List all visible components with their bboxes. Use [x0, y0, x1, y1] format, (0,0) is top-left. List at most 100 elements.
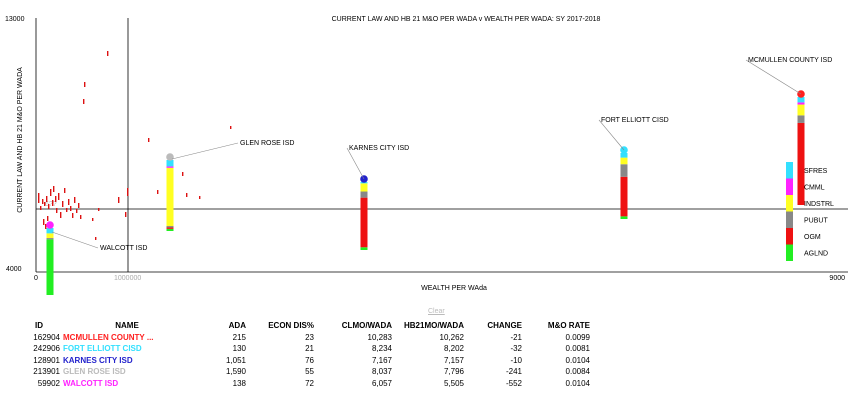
- district-label: GLEN ROSE ISD: [240, 140, 294, 147]
- scatter-point: [95, 237, 97, 240]
- cell-id: 162904: [33, 332, 60, 342]
- legend-swatch-ogm: [786, 228, 793, 245]
- scatter-point: [42, 199, 44, 204]
- cell-econ: 55: [305, 367, 314, 376]
- axes-layer: [35, 18, 848, 273]
- bar-segment-pubut: [360, 191, 368, 198]
- cell-econ: 72: [305, 378, 314, 388]
- scatter-point: [55, 196, 57, 202]
- scatter-point: [64, 188, 66, 193]
- scatter-point: [45, 224, 47, 229]
- scatter-point: [118, 197, 120, 203]
- bar-segment-pubut: [797, 115, 805, 123]
- col-header-ada: ADA: [228, 321, 246, 330]
- scatter-point: [53, 186, 55, 192]
- bar-segment-sfres: [620, 153, 628, 158]
- scatter-point: [48, 204, 50, 209]
- scatter-point: [68, 199, 70, 205]
- scatter-point: [125, 212, 127, 217]
- col-header-id: ID: [35, 321, 43, 330]
- scatter-point: [148, 138, 150, 142]
- scatter-point: [62, 201, 64, 207]
- scatter-point: [199, 196, 201, 199]
- cell-id: 128901: [33, 355, 60, 365]
- legend-label-ogm: OGM: [804, 234, 821, 241]
- bar-segment-ogm: [166, 227, 174, 229]
- callout-line: [51, 231, 99, 249]
- clear-link[interactable]: Clear: [428, 308, 445, 315]
- legend-swatch-cmml: [786, 178, 793, 195]
- bar-segment-aglnd: [166, 228, 174, 231]
- scatter-point: [157, 190, 159, 194]
- col-header-hb21: HB21MO/WADA: [403, 321, 464, 330]
- col-header-rate: M&O RATE: [547, 321, 590, 330]
- district-table: ID NAME ADA ECON DIS% CLMO/WADA HB21MO/W…: [18, 320, 590, 389]
- district-label: FORT ELLIOTT CISD: [601, 117, 669, 124]
- cell-rate: 0.0084: [565, 367, 590, 376]
- scatter-point: [66, 208, 68, 212]
- table-row[interactable]: 59902 WALCOTT ISD 138 72 6,057 5,505 -552 0.010…: [18, 378, 590, 390]
- legend-label-cmml: CMML: [804, 184, 825, 191]
- cell-clmo: 8,037: [371, 367, 392, 376]
- scatter-point: [70, 206, 72, 211]
- scatter-point: [84, 82, 86, 87]
- district-marker[interactable]: [166, 153, 174, 161]
- cell-clmo: 6,057: [371, 378, 392, 388]
- cell-ada: 215: [232, 332, 246, 342]
- cell-econ: 76: [305, 355, 314, 365]
- bar-segment-aglnd: [620, 216, 628, 219]
- district-marker[interactable]: [46, 221, 54, 229]
- cell-hb21: 10,262: [439, 332, 464, 342]
- table-row[interactable]: 162904 MCMULLEN COUNTY ... 215 23 10,283 10,2…: [18, 332, 590, 344]
- table-row[interactable]: 242906 FORT ELLIOTT CISD 130 21 8,234 8,202 -3…: [18, 343, 590, 355]
- cell-ada: 130: [232, 344, 246, 353]
- x-tick-million: 1000000: [114, 275, 141, 282]
- scatter-point: [38, 193, 40, 203]
- cell-ada: 1,590: [225, 367, 246, 376]
- callout-labels-layer: MCMULLEN COUNTY ISD FORT ELLIOTT CISD KARN…: [51, 57, 832, 252]
- cell-clmo: 10,283: [367, 332, 392, 342]
- cell-change: -10: [510, 355, 522, 365]
- bar-segment-pubut: [46, 238, 54, 240]
- scatter-point: [76, 209, 78, 213]
- bar-segment-cmml: [797, 102, 805, 105]
- bar-segment-ogm: [797, 122, 805, 205]
- table-row[interactable]: 213901 GLEN ROSE ISD 1,590 55 8,037 7,796 -241…: [18, 366, 590, 378]
- bar-segment-indstrl: [166, 167, 174, 227]
- table-row[interactable]: 128901 KARNES CITY ISD 1,051 76 7,167 7,157 -1…: [18, 355, 590, 367]
- bar-segment-pubut: [166, 226, 174, 228]
- reference-line-label: 6??: [45, 201, 57, 208]
- chart-title: CURRENT LAW AND HB 21 M&O PER WADA v WEA…: [332, 16, 601, 23]
- legend-swatch-aglnd: [786, 244, 793, 261]
- cell-econ: 21: [305, 344, 314, 353]
- bar-segment-sfres: [46, 228, 54, 234]
- cell-hb21: 5,505: [443, 378, 464, 388]
- x-tick-zero: 0: [34, 275, 38, 282]
- scatter-point: [60, 212, 62, 218]
- cell-hb21: 7,157: [443, 355, 464, 365]
- scatter-point: [47, 216, 49, 221]
- scatter-point: [46, 196, 48, 202]
- district-bars-layer: [46, 90, 805, 295]
- scatter-point: [58, 193, 60, 200]
- cell-rate: 0.0081: [565, 344, 590, 353]
- legend-label-pubut: PUBUT: [804, 217, 828, 224]
- cell-hb21: 8,202: [443, 344, 464, 353]
- district-label: KARNES CITY ISD: [349, 145, 409, 152]
- callout-line: [745, 59, 802, 95]
- scatter-point: [74, 197, 76, 203]
- col-header-clmo: CLMO/WADA: [341, 321, 392, 330]
- y-tick-top: 13000: [5, 16, 25, 23]
- scatter-point: [40, 206, 42, 210]
- cell-change: -241: [505, 367, 522, 376]
- callout-line: [598, 119, 625, 151]
- x-axis-label: WEALTH PER WAda: [421, 285, 487, 292]
- cell-name: KARNES CITY ISD: [63, 355, 133, 365]
- bar-segment-sfres: [166, 160, 174, 167]
- cell-id: 59902: [37, 378, 60, 388]
- cell-rate: 0.0099: [565, 332, 590, 342]
- scatter-point: [230, 126, 232, 129]
- scatter-point: [127, 188, 129, 196]
- district-label: WALCOTT ISD: [100, 245, 147, 252]
- bar-segment-sfres: [797, 97, 805, 103]
